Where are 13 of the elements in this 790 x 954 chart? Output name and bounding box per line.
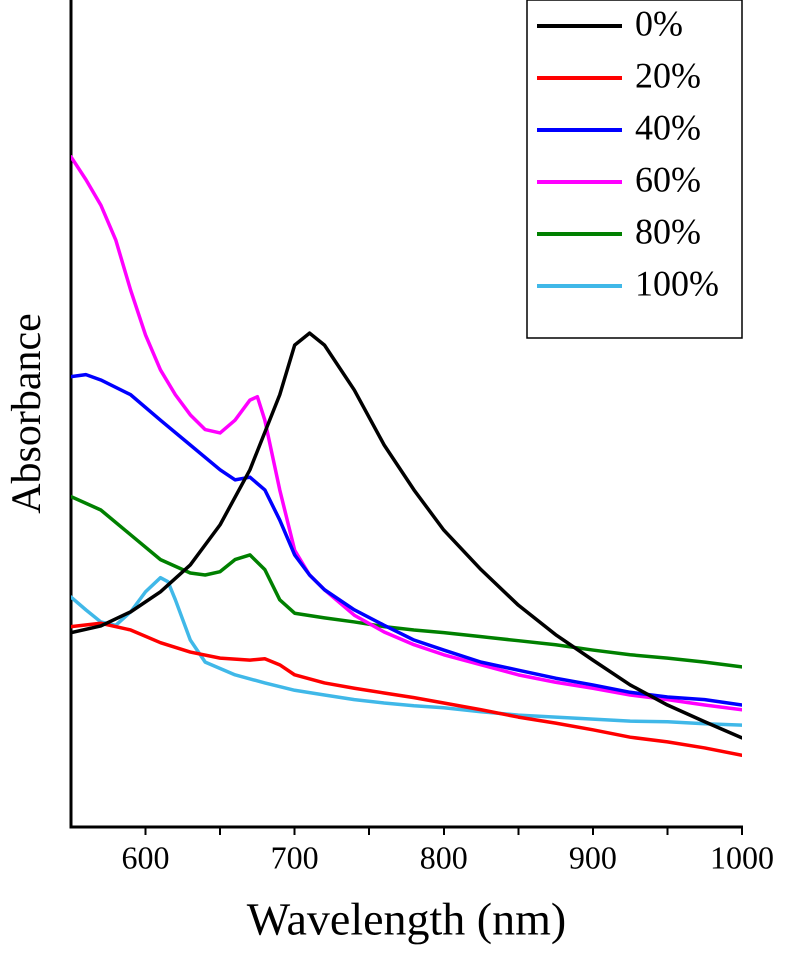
legend-label: 20% (635, 55, 701, 96)
x-tick-label: 700 (270, 840, 319, 876)
x-tick-label: 800 (420, 840, 468, 876)
y-axis-title: Absorbance (4, 313, 50, 514)
x-axis-title: Wavelength (nm) (246, 893, 566, 944)
legend-label: 40% (635, 107, 701, 148)
legend-label: 100% (635, 263, 719, 304)
legend-label: 60% (635, 159, 701, 200)
x-tick-label: 1000 (710, 840, 774, 876)
x-tick-label: 600 (122, 840, 170, 876)
x-tick-label: 900 (568, 840, 617, 876)
legend-label: 0% (635, 3, 683, 44)
legend-label: 80% (635, 211, 701, 252)
